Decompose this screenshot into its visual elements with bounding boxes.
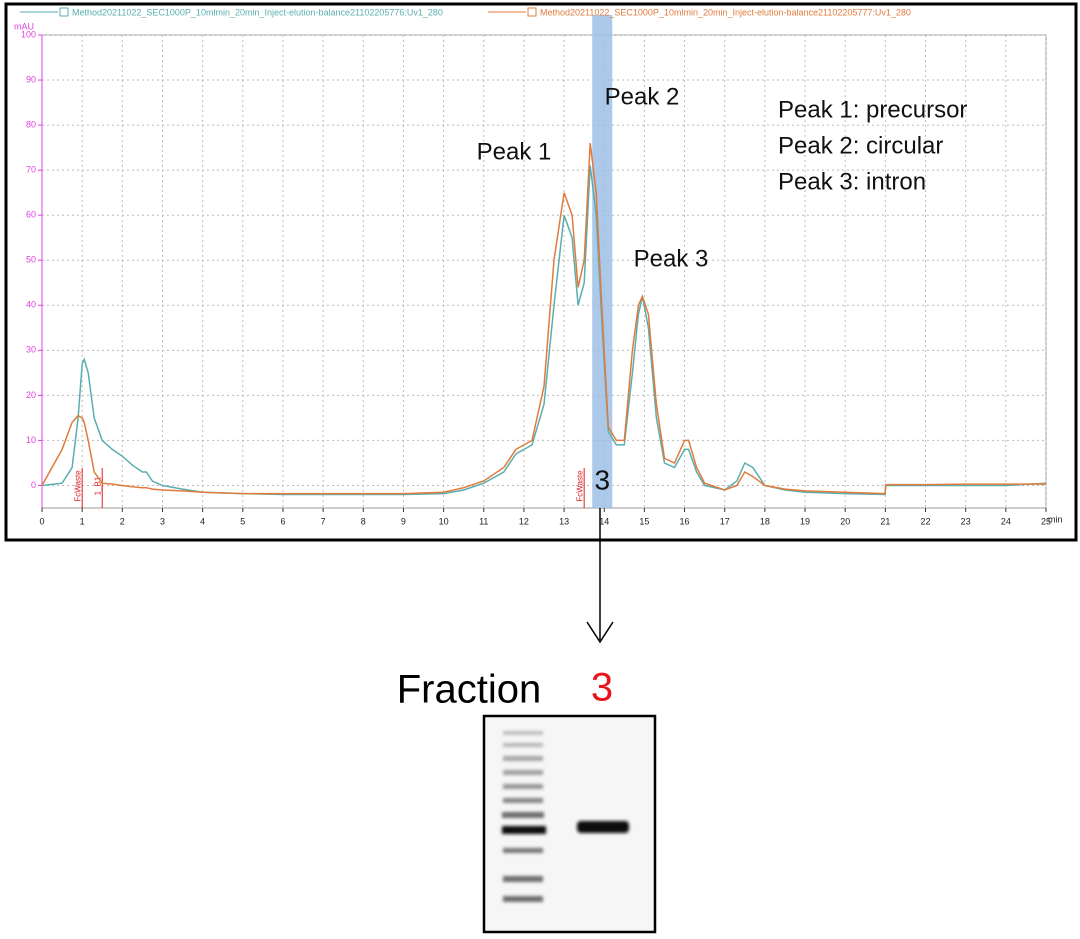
peak-label: Peak 2 xyxy=(605,83,680,110)
x-tick-label: 21 xyxy=(880,516,890,526)
fraction-band xyxy=(592,15,613,508)
x-tick-label: 10 xyxy=(439,516,449,526)
x-tick-label: 11 xyxy=(479,516,488,526)
y-tick-label: 20 xyxy=(26,390,36,400)
event-label: FcWaste xyxy=(73,470,82,502)
peak-label: Peak 3 xyxy=(634,245,709,272)
x-tick-label: 16 xyxy=(680,516,690,526)
y-tick-label: 80 xyxy=(26,119,36,129)
x-tick-label: 22 xyxy=(921,516,931,526)
y-tick-label: 10 xyxy=(26,435,36,445)
x-tick-label: 24 xyxy=(1001,516,1011,526)
annotation: Peak 3: intron xyxy=(778,168,926,195)
x-tick-label: 25 xyxy=(1041,516,1051,526)
x-tick-label: 13 xyxy=(559,516,569,526)
y-tick-label: 50 xyxy=(26,255,36,265)
legend-checkbox xyxy=(527,7,537,17)
x-tick-label: 14 xyxy=(599,516,609,526)
gel-header: Fraction xyxy=(397,668,542,712)
chart-frame xyxy=(4,2,1078,542)
annotation: Peak 1: precursor xyxy=(778,96,967,123)
y-axis-label: mAU xyxy=(14,21,34,31)
gel-lane-label: 3 xyxy=(591,666,613,710)
x-tick-label: 23 xyxy=(961,516,971,526)
annotation: Peak 2: circular xyxy=(778,132,943,159)
peak-label: Peak 1 xyxy=(477,138,552,165)
x-tick-label: 15 xyxy=(639,516,649,526)
legend-checkbox xyxy=(59,7,69,17)
x-tick-label: 0 xyxy=(39,516,44,526)
legend-label: Method20211022_SEC1000P_10mlmin_20min_In… xyxy=(72,7,443,17)
fraction-band-label: 3 xyxy=(594,464,610,495)
event-label: 1_B1 xyxy=(93,476,102,495)
x-axis-label: min xyxy=(1048,514,1063,524)
x-tick-label: 3 xyxy=(160,516,165,526)
series-line xyxy=(41,143,1046,495)
series-line xyxy=(41,165,1047,496)
gel-image xyxy=(482,714,657,934)
y-tick-label: 100 xyxy=(21,29,36,39)
x-tick-label: 1 xyxy=(80,516,85,526)
legend-label: Method20211022_SEC1000P_10mlmin_20min_In… xyxy=(540,7,911,17)
x-tick-label: 5 xyxy=(240,516,245,526)
x-tick-label: 12 xyxy=(519,516,529,526)
event-label: FcWaste xyxy=(575,470,584,502)
y-tick-label: 60 xyxy=(26,210,36,220)
y-tick-label: 0 xyxy=(31,480,36,490)
x-tick-label: 19 xyxy=(800,516,810,526)
y-tick-label: 90 xyxy=(26,74,36,84)
y-tick-label: 30 xyxy=(26,345,36,355)
arrow-head xyxy=(586,621,614,644)
x-tick-label: 6 xyxy=(280,516,285,526)
x-tick-label: 17 xyxy=(720,516,730,526)
x-tick-label: 8 xyxy=(361,516,366,526)
x-tick-label: 2 xyxy=(120,516,125,526)
x-tick-label: 18 xyxy=(760,516,770,526)
x-tick-label: 9 xyxy=(401,516,406,526)
x-tick-label: 4 xyxy=(200,516,205,526)
y-tick-label: 70 xyxy=(26,165,36,175)
x-tick-label: 7 xyxy=(321,516,326,526)
y-tick-label: 40 xyxy=(26,300,36,310)
x-tick-label: 20 xyxy=(840,516,850,526)
